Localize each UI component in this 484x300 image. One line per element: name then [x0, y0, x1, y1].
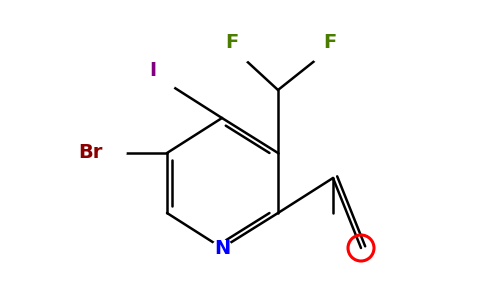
- Ellipse shape: [312, 47, 332, 63]
- Text: F: F: [226, 32, 239, 52]
- Ellipse shape: [212, 240, 232, 256]
- Ellipse shape: [159, 75, 175, 91]
- Text: N: N: [214, 238, 230, 257]
- Ellipse shape: [230, 47, 250, 63]
- Ellipse shape: [94, 144, 126, 162]
- Text: I: I: [150, 61, 156, 80]
- Text: F: F: [323, 32, 337, 52]
- Text: Br: Br: [78, 143, 102, 163]
